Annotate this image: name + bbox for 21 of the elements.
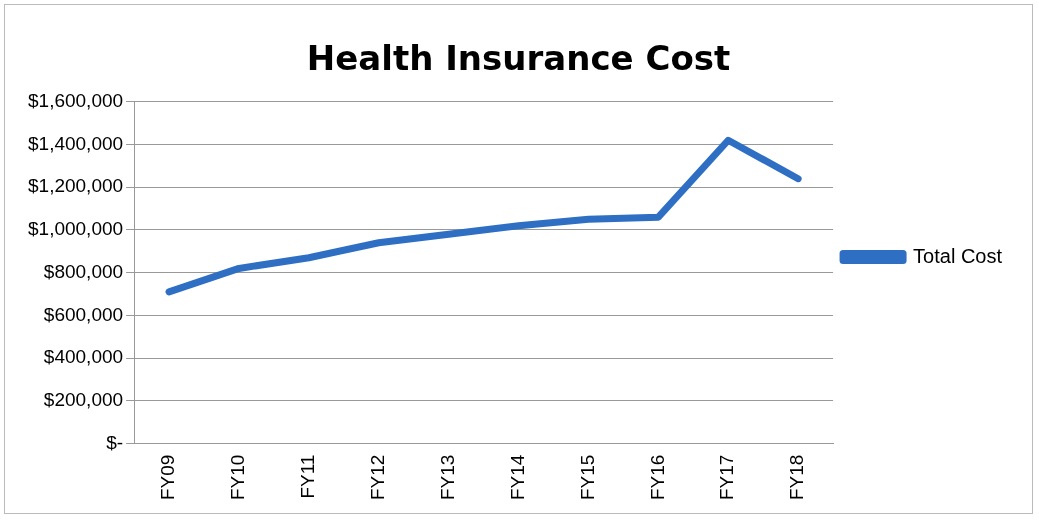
x-tick-label: FY13: [436, 454, 458, 501]
x-tick-label: FY09: [157, 454, 179, 501]
y-tick-label: $1,000,000: [28, 218, 124, 240]
x-tick-label: FY16: [646, 454, 668, 501]
y-tick-label: $800,000: [43, 260, 124, 282]
x-tick-label: FY17: [716, 454, 738, 501]
x-tick-label: FY15: [576, 454, 598, 501]
y-tick-label: $1,400,000: [28, 132, 124, 154]
x-tick-label: FY10: [227, 454, 249, 501]
y-tick-label: $200,000: [43, 389, 124, 411]
y-tick-label: $1,200,000: [28, 175, 124, 197]
y-tick-label: $400,000: [43, 346, 124, 368]
x-tick-label: FY18: [786, 454, 808, 501]
legend-label: Total Cost: [913, 244, 1003, 267]
y-tick-label: $1,600,000: [28, 90, 124, 112]
x-tick-label: FY12: [366, 454, 388, 501]
y-tick-label: $600,000: [43, 303, 124, 325]
x-tick-label: FY14: [506, 454, 528, 501]
x-tick-label: FY11: [297, 454, 319, 499]
chart-title: Health Insurance Cost: [306, 38, 731, 79]
y-tick-label: $-: [106, 431, 124, 453]
